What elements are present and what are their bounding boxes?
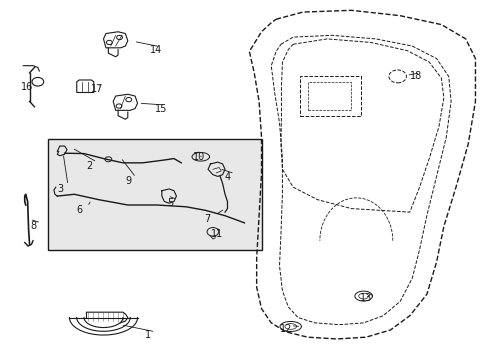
Text: 6: 6 xyxy=(77,205,82,215)
Text: 2: 2 xyxy=(86,161,93,171)
Text: 4: 4 xyxy=(224,172,230,182)
Text: 3: 3 xyxy=(57,184,63,194)
Text: 14: 14 xyxy=(149,45,162,55)
Text: 7: 7 xyxy=(204,213,210,224)
Text: 13: 13 xyxy=(359,293,371,303)
Bar xyxy=(47,139,261,249)
Text: 15: 15 xyxy=(154,104,166,113)
Text: 17: 17 xyxy=(91,84,103,94)
Text: 10: 10 xyxy=(192,153,204,162)
Text: 8: 8 xyxy=(30,221,37,231)
Text: 9: 9 xyxy=(125,176,131,186)
Text: 1: 1 xyxy=(144,330,151,341)
Text: 11: 11 xyxy=(210,229,222,239)
Text: 12: 12 xyxy=(280,324,292,334)
Text: 18: 18 xyxy=(409,71,421,81)
Text: 5: 5 xyxy=(166,198,173,208)
Text: 16: 16 xyxy=(21,82,33,92)
